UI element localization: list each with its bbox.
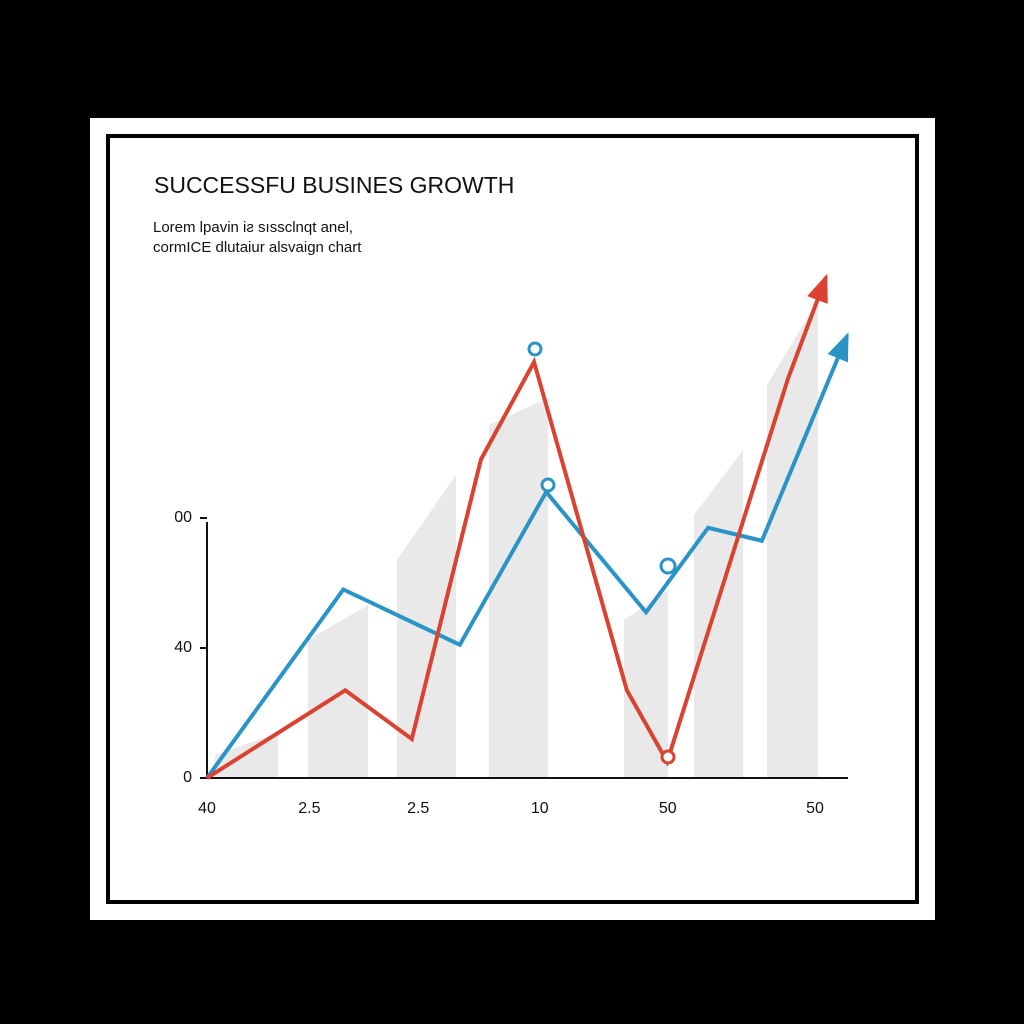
arrow-head [807, 273, 828, 304]
arrow-head [827, 332, 849, 363]
x-tick-label: 2.5 [407, 800, 429, 817]
pin [527, 341, 543, 357]
y-tick-label: 0 [183, 769, 192, 786]
pin [659, 557, 677, 575]
background-columns [215, 300, 818, 778]
plot: 0 40 00 40 2.5 2.5 10 50 50 [174, 273, 849, 817]
subtitle: Lorem lpavin iƨ sıssclnqt anel, [153, 219, 353, 236]
y-tick-label: 00 [174, 509, 192, 526]
subtitle: cormICE dlutaiur alsvaign chart [153, 239, 362, 256]
y-tick-label: 40 [174, 639, 192, 656]
chart-title: SUCCESSFU BUSINES GROWTH [154, 172, 514, 198]
pins [527, 341, 677, 765]
column [767, 300, 818, 778]
series-line [205, 276, 828, 780]
x-tick-label: 50 [659, 800, 677, 817]
x-tick-label: 50 [806, 800, 824, 817]
column [489, 398, 548, 778]
column [397, 475, 456, 778]
x-tick-label: 2.5 [298, 800, 320, 817]
column [624, 590, 668, 778]
pin [660, 749, 676, 765]
column [308, 605, 368, 778]
series-line [205, 335, 849, 780]
pin [540, 477, 556, 493]
x-tick-label: 10 [531, 800, 549, 817]
x-tick-label: 40 [198, 800, 216, 817]
